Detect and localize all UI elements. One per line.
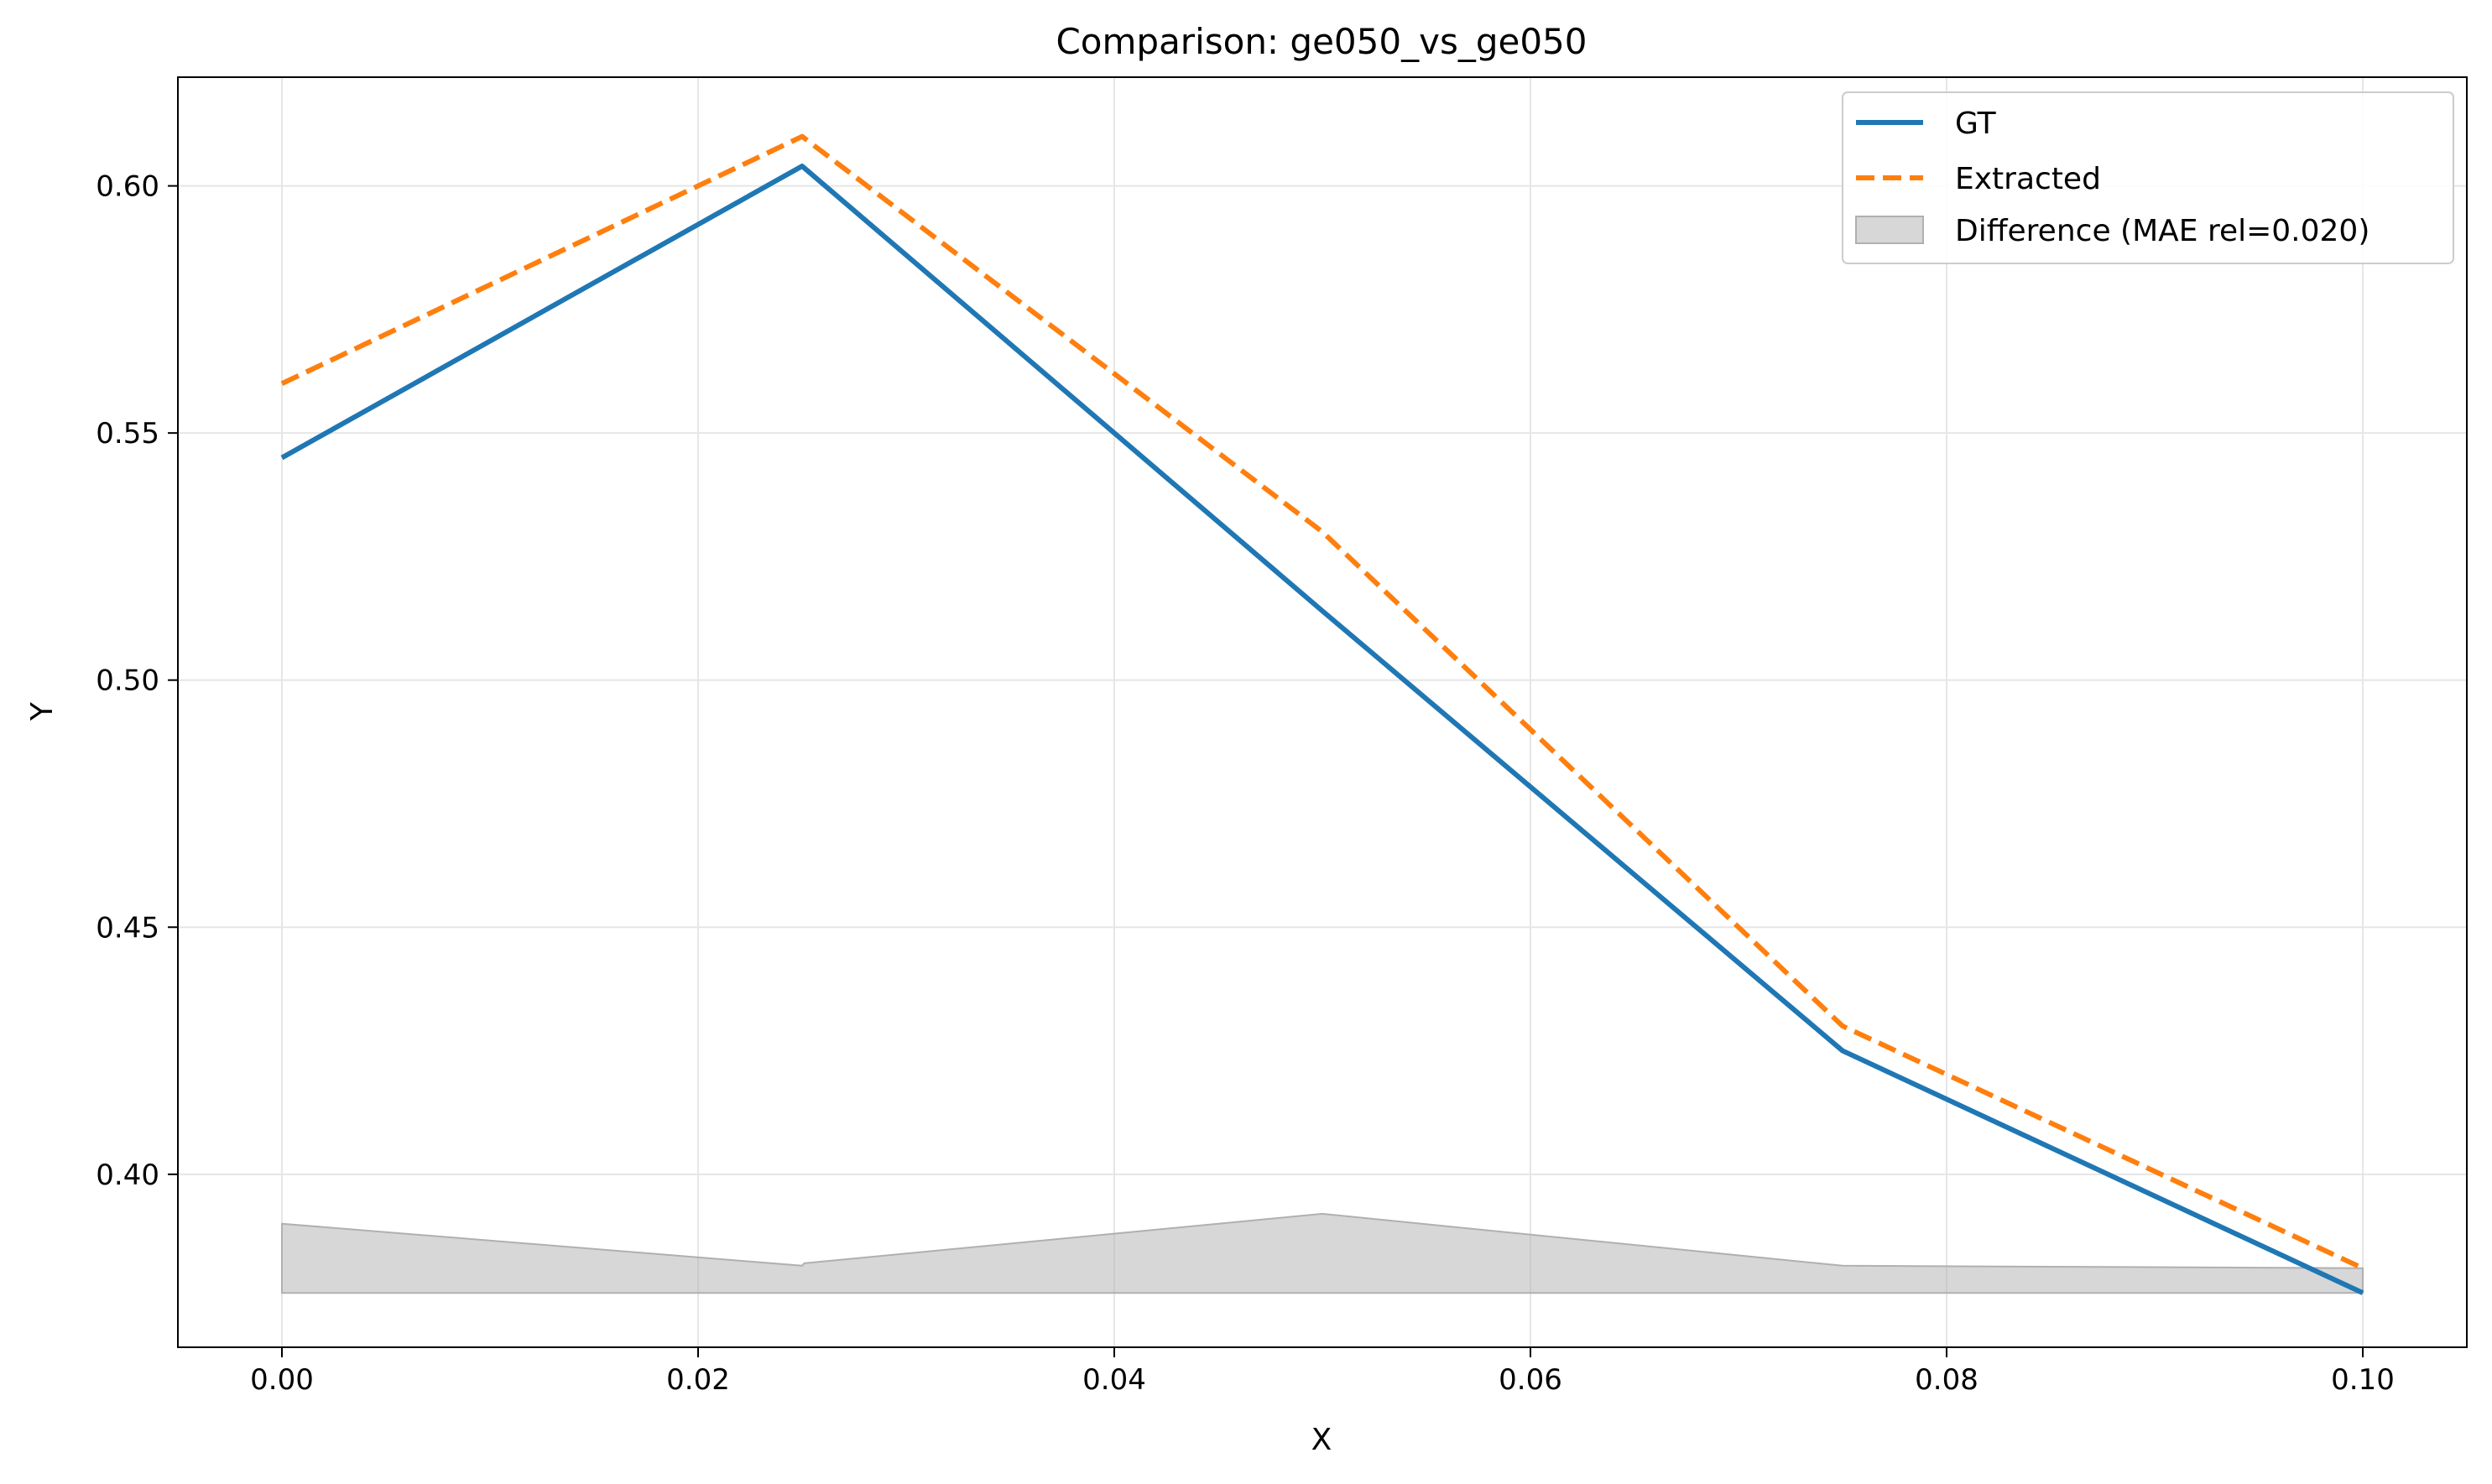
x-tick-label: 0.00 — [250, 1363, 314, 1397]
x-tick-label: 0.02 — [666, 1363, 730, 1397]
series-line-extracted — [280, 133, 2364, 1271]
y-tick-label: 0.55 — [96, 417, 159, 450]
legend-label: Difference (MAE rel=0.020) — [1955, 214, 2369, 248]
axis-ticks: 0.00 0.02 0.04 0.06 0.08 0.10 0.40 0.45 0.50 0.55… — [96, 170, 2395, 1397]
x-tick-label: 0.08 — [1915, 1363, 1978, 1397]
x-tick-label: 0.06 — [1499, 1363, 1562, 1397]
legend-box — [1842, 91, 2454, 264]
legend-label: Extracted — [1955, 162, 2101, 196]
y-axis-label: Y — [25, 701, 60, 721]
x-tick-label: 0.04 — [1082, 1363, 1146, 1397]
y-tick-label: 0.40 — [96, 1159, 159, 1192]
x-axis-label: X — [1311, 1423, 1332, 1457]
series-layer — [280, 133, 2364, 1295]
legend: GT Extracted Difference (MAE rel=0.020) — [1842, 91, 2454, 264]
chart-title: Comparison: ge050_vs_ge050 — [1056, 21, 1587, 62]
difference-band — [281, 1212, 2364, 1294]
series-line-gt — [280, 164, 2364, 1295]
y-tick-label: 0.50 — [96, 664, 159, 698]
legend-label: GT — [1955, 107, 1997, 141]
difference-band-layer — [281, 1212, 2364, 1294]
legend-swatch-difference — [1855, 216, 1924, 244]
y-tick-label: 0.60 — [96, 170, 159, 204]
plot-frame — [177, 76, 2468, 1348]
y-tick-label: 0.45 — [96, 911, 159, 945]
x-tick-label: 0.10 — [2331, 1363, 2395, 1397]
